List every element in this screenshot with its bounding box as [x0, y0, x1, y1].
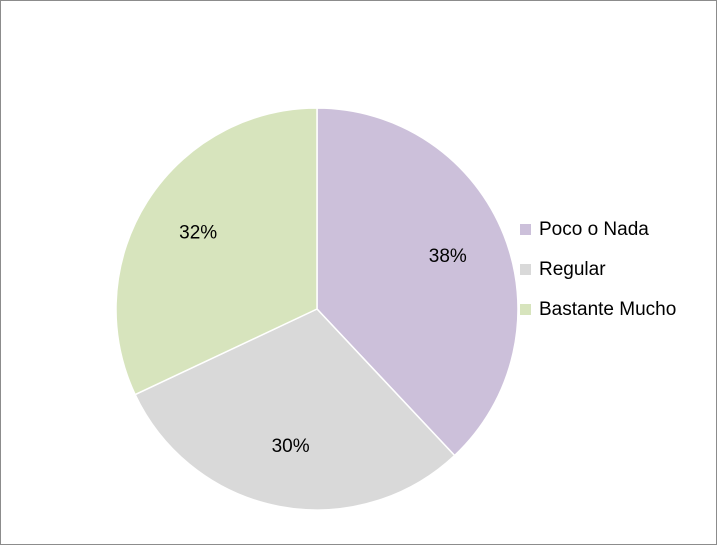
legend-item-bastante-mucho: Bastante Mucho: [520, 298, 676, 321]
legend-item-regular: Regular: [520, 258, 676, 281]
pie-slice-poco-o-nada: [316, 107, 519, 457]
legend-label-poco-o-nada: Poco o Nada: [539, 219, 649, 240]
legend-label-bastante-mucho: Bastante Mucho: [539, 299, 677, 320]
legend: Poco o Nada Regular Bastante Mucho: [520, 218, 676, 338]
legend-item-poco-o-nada: Poco o Nada: [520, 218, 676, 241]
legend-label-regular: Regular: [539, 259, 606, 280]
data-label-regular: 30%: [272, 436, 310, 457]
legend-swatch-regular: [520, 264, 531, 275]
data-label-poco-o-nada: 38%: [429, 246, 467, 267]
legend-swatch-poco-o-nada: [520, 224, 531, 235]
data-label-bastante-mucho: 32%: [179, 223, 217, 244]
pie-slice-bastante-mucho: [115, 107, 318, 396]
legend-swatch-bastante-mucho: [520, 304, 531, 315]
pie-slice-regular: [134, 308, 456, 511]
